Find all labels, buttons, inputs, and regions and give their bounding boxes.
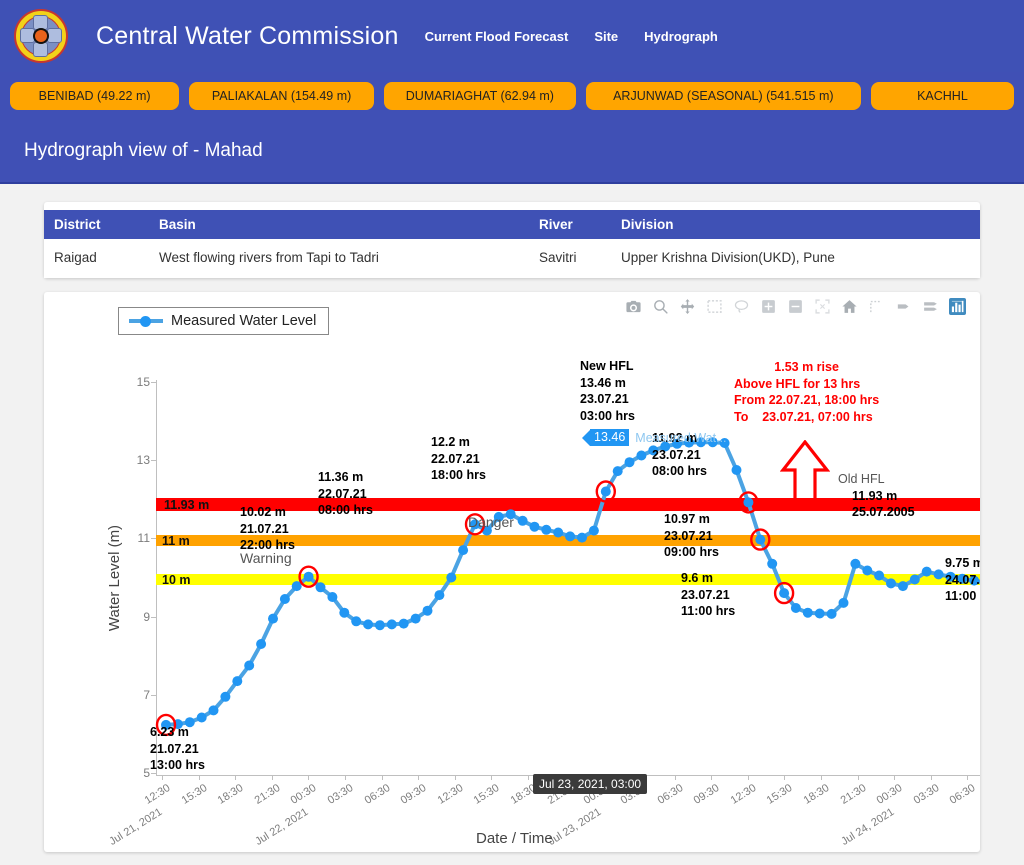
- annotation-old-hfl: Old HFL 11.93 m 25.07.2005: [838, 472, 915, 519]
- y-tick-label: 5: [143, 766, 150, 780]
- y-tick-label: 13: [136, 453, 150, 468]
- hfl-threshold-label: 11.93 m: [164, 498, 210, 512]
- x-tick-mark: [820, 775, 822, 780]
- annotation-danger-cross: 11.36 m 22.07.21 08:00 hrs: [318, 470, 373, 517]
- cwc-emblem-icon: [14, 9, 68, 63]
- x-axis-title: Date / Time: [476, 830, 553, 847]
- cell-district: Raigad: [44, 239, 149, 278]
- warning-threshold-line: [156, 574, 980, 585]
- annotation-warning-cross-down: 9.6 m 23.07.21 11:00 hrs: [681, 571, 736, 618]
- hover-tooltip: 13.46 Measured Wat...: [582, 429, 727, 446]
- autoscale-icon[interactable]: [814, 298, 831, 315]
- cell-division: Upper Krishna Division(UKD), Pune: [611, 239, 980, 278]
- column-header-river: River: [529, 210, 611, 239]
- station-button-arjunwad[interactable]: ARJUNWAD (SEASONAL) (541.515 m): [585, 82, 861, 110]
- annotation-danger-cross-down: 10.97 m 23.07.21 09:00 hrs: [664, 512, 719, 559]
- x-tick-mark: [235, 775, 237, 780]
- chart-legend[interactable]: Measured Water Level: [118, 307, 330, 335]
- plotly-modebar: [625, 298, 966, 315]
- table-row: Raigad West flowing rivers from Tapi to …: [44, 239, 980, 278]
- legend-swatch-measured-water-level: [129, 315, 163, 327]
- annotation-rise-summary: 1.53 m rise Above HFL for 13 hrs From 22…: [734, 360, 880, 424]
- plotly-logo-icon[interactable]: [949, 298, 966, 315]
- station-info-table: District Basin River Division Raigad Wes…: [44, 210, 980, 278]
- x-tick-mark: [528, 775, 530, 780]
- nav-link-hydrograph[interactable]: Hydrograph: [644, 28, 718, 44]
- x-tick-mark: [491, 775, 493, 780]
- station-button-dumariaghat[interactable]: DUMARIAGHAT (62.94 m): [384, 82, 576, 110]
- nav-link-current-flood-forecast[interactable]: Current Flood Forecast: [424, 28, 569, 44]
- column-header-basin: Basin: [149, 210, 529, 239]
- x-tick-mark: [271, 775, 273, 780]
- hover-arrow-icon: [582, 429, 590, 446]
- pan-icon[interactable]: [679, 298, 696, 315]
- x-tick-mark: [381, 775, 383, 780]
- zoom-icon[interactable]: [652, 298, 669, 315]
- legend-label-measured-water-level: Measured Water Level: [171, 313, 317, 329]
- measured-water-level-series: [155, 437, 980, 737]
- zoom-in-icon[interactable]: [760, 298, 777, 315]
- lasso-select-icon[interactable]: [733, 298, 750, 315]
- content-area: District Basin River Division Raigad Wes…: [0, 184, 1024, 852]
- x-tick-mark: [674, 775, 676, 780]
- y-tick-label: 9: [143, 609, 150, 624]
- x-tick-mark: [967, 775, 969, 780]
- hover-closest-icon[interactable]: [922, 298, 939, 315]
- station-button-paliakalan[interactable]: PALIAKALAN (154.49 m): [189, 82, 374, 110]
- annotation-hfl-cross-down: 11.92 m 23.07.21 08:00 hrs: [652, 431, 707, 478]
- station-button-benibad[interactable]: BENIBAD (49.22 m): [10, 82, 180, 110]
- y-tick-label: 11: [137, 531, 150, 546]
- nav-link-site[interactable]: Site: [594, 28, 619, 44]
- annotation-new-hfl: New HFL 13.46 m 23.07.21 03:00 hrs: [580, 359, 635, 423]
- hover-value: 13.46: [590, 429, 630, 446]
- annotation-end-point: 9.75 m 24.07.21 11:00 hrs: [945, 556, 980, 603]
- hfl-threshold-line: [156, 498, 980, 511]
- x-tick-mark: [198, 775, 200, 780]
- x-tick-mark: [711, 775, 713, 780]
- cell-basin: West flowing rivers from Tapi to Tadri: [149, 239, 529, 278]
- top-navbar: Central Water Commission Current Flood F…: [0, 0, 1024, 72]
- danger-threshold-label: 11 m: [162, 534, 190, 548]
- camera-icon[interactable]: [625, 298, 642, 315]
- brand-title: Central Water Commission: [96, 21, 399, 50]
- rise-arrow-icon: [780, 440, 830, 511]
- x-axis-hover-tooltip: Jul 23, 2021, 03:00: [533, 774, 648, 794]
- danger-level-word: Danger: [468, 514, 514, 530]
- y-tick-label: 7: [143, 687, 150, 702]
- warning-level-word: Warning: [240, 550, 292, 566]
- hydrograph-chart-card: Measured Water Level 15 13 11 9: [44, 292, 980, 852]
- nav-links: Current Flood Forecast Site Hydrograph: [425, 29, 718, 44]
- x-tick-mark: [894, 775, 896, 780]
- annotation-warning-cross: 10.02 m 21.07.21 22:00 hrs: [240, 505, 295, 552]
- annotation-start-point: 6.23 m 21.07.21 13:00 hrs: [150, 725, 205, 772]
- column-header-division: Division: [611, 210, 980, 239]
- column-header-district: District: [44, 210, 149, 239]
- x-tick-mark: [308, 775, 310, 780]
- x-tick-mark: [345, 775, 347, 780]
- page-title-bar: Hydrograph view of - Mahad: [0, 120, 1024, 184]
- station-button-kachhl[interactable]: KACHHL: [870, 82, 1015, 110]
- x-tick-mark: [930, 775, 932, 780]
- x-tick-mark: [784, 775, 786, 780]
- zoom-out-icon[interactable]: [787, 298, 804, 315]
- hover-compare-icon[interactable]: [895, 298, 912, 315]
- spike-lines-icon[interactable]: [868, 298, 885, 315]
- table-header-row: District Basin River Division: [44, 210, 980, 239]
- x-tick-mark: [747, 775, 749, 780]
- y-tick-label: 15: [136, 375, 150, 389]
- x-tick-mark: [454, 775, 456, 780]
- station-info-card: District Basin River Division Raigad Wes…: [44, 202, 980, 278]
- box-select-icon[interactable]: [706, 298, 723, 315]
- page-title: Hydrograph view of - Mahad: [24, 140, 263, 161]
- station-button-bar: BENIBAD (49.22 m) PALIAKALAN (154.49 m) …: [0, 72, 1024, 120]
- plot-area[interactable]: 15 13 11 9 7 5 Water Level (m): [44, 292, 980, 852]
- x-tick-mark: [418, 775, 420, 780]
- x-tick-mark: [857, 775, 859, 780]
- annotation-hfl-cross-up: 12.2 m 22.07.21 18:00 hrs: [431, 435, 486, 482]
- warning-threshold-label: 10 m: [162, 573, 191, 587]
- home-icon[interactable]: [841, 298, 858, 315]
- hover-trace-name: Measured Wat...: [635, 430, 727, 445]
- x-tick-mark: [162, 775, 163, 780]
- cell-river: Savitri: [529, 239, 611, 278]
